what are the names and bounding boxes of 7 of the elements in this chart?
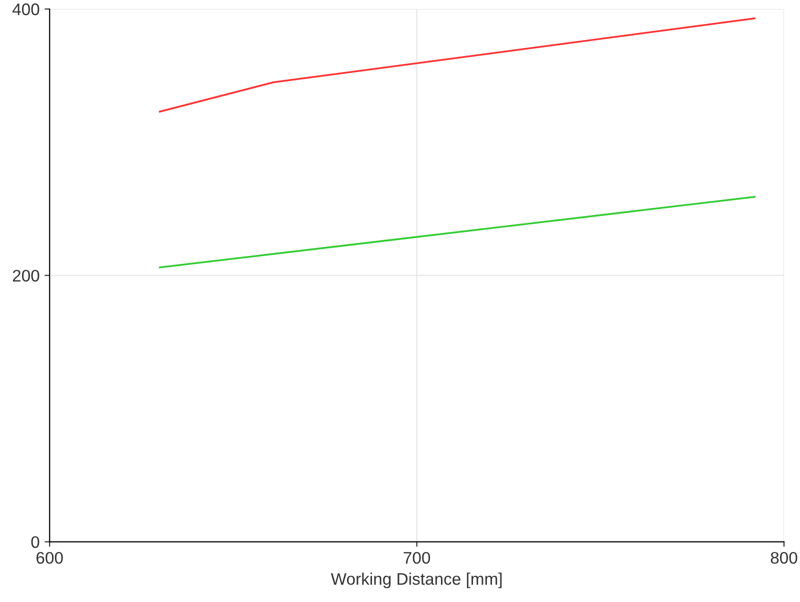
y-tick-label: 200 — [12, 270, 40, 282]
y-tick-label: 400 — [12, 3, 40, 16]
x-axis-title: Working Distance [mm] — [330, 572, 502, 588]
x-tick-label: 600 — [36, 552, 63, 564]
x-tick-label: 800 — [770, 552, 798, 564]
y-tick-label: 0 — [31, 536, 40, 548]
x-tick-label: 700 — [404, 552, 430, 564]
